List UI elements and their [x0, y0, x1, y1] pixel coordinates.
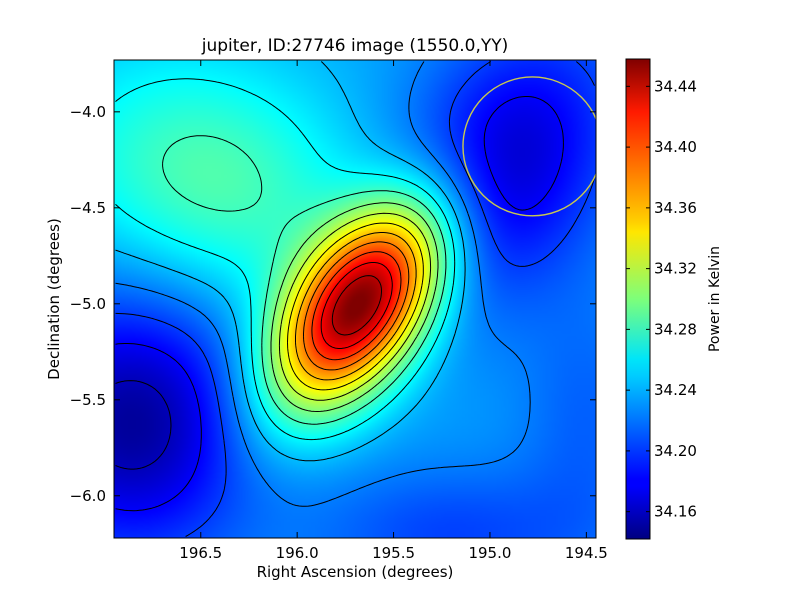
contour-lines	[115, 61, 595, 537]
x-axis-ticks: 196.5 196.0 195.5 195.0 194.5	[179, 60, 608, 562]
y-tick-label: −5.0	[70, 295, 106, 313]
x-tick-label: 196.0	[276, 544, 319, 562]
plot-frame	[113, 59, 597, 539]
chart-title: jupiter, ID:27746 image (1550.0,YY)	[201, 36, 509, 56]
x-tick-label: 196.5	[179, 544, 222, 562]
y-axis-ticks: −4.0 −4.5 −5.0 −5.5 −6.0	[70, 103, 596, 505]
contour-line	[115, 61, 531, 507]
colorbar-tick-label: 34.24	[654, 381, 697, 399]
colorbar: 34.16 34.20 34.24 34.28 34.32 34.36 34.40 34.44…	[625, 58, 723, 540]
heatmap-image	[114, 60, 596, 538]
contour-line	[115, 380, 172, 470]
colorbar-tick-label: 34.40	[654, 138, 697, 156]
y-tick-label: −6.0	[70, 487, 106, 505]
contour-line	[287, 222, 424, 391]
contour-line	[115, 61, 595, 537]
colorbar-tick-label: 34.32	[654, 260, 697, 278]
y-tick-label: −5.5	[70, 391, 106, 409]
colorbar-tick-label: 34.20	[654, 442, 697, 460]
contour-line	[115, 96, 564, 512]
contour-line	[320, 262, 393, 349]
contour-line	[331, 275, 382, 336]
contour-line	[311, 251, 402, 361]
contour-line	[270, 202, 439, 412]
contour-line	[303, 241, 410, 371]
colorbar-tick-label: 34.28	[654, 320, 697, 338]
colorbar-tick-label: 34.36	[654, 199, 697, 217]
colorbar-tick-label: 34.16	[654, 503, 697, 521]
contour-line	[162, 135, 447, 425]
y-tick-label: −4.5	[70, 199, 106, 217]
x-tick-label: 195.0	[468, 544, 511, 562]
contour-line	[278, 212, 432, 401]
contour-line	[115, 61, 466, 462]
colorbar-tick-label: 34.44	[654, 77, 697, 95]
heatmap-plot-area	[113, 59, 597, 539]
colorbar-ticks: 34.16 34.20 34.24 34.28 34.32 34.36 34.40 34.44	[626, 77, 697, 521]
overlay-circle	[462, 76, 596, 217]
colorbar-label: Power in Kelvin	[707, 246, 723, 352]
x-axis-label: Right Ascension (degrees)	[257, 563, 454, 581]
y-tick-label: −4.0	[70, 103, 106, 121]
contour-line	[115, 78, 456, 441]
colorbar-gradient	[625, 58, 651, 540]
y-axis-label: Declination (degrees)	[45, 218, 63, 380]
contour-line	[295, 232, 417, 381]
x-tick-label: 195.5	[372, 544, 415, 562]
x-tick-label: 194.5	[565, 544, 608, 562]
